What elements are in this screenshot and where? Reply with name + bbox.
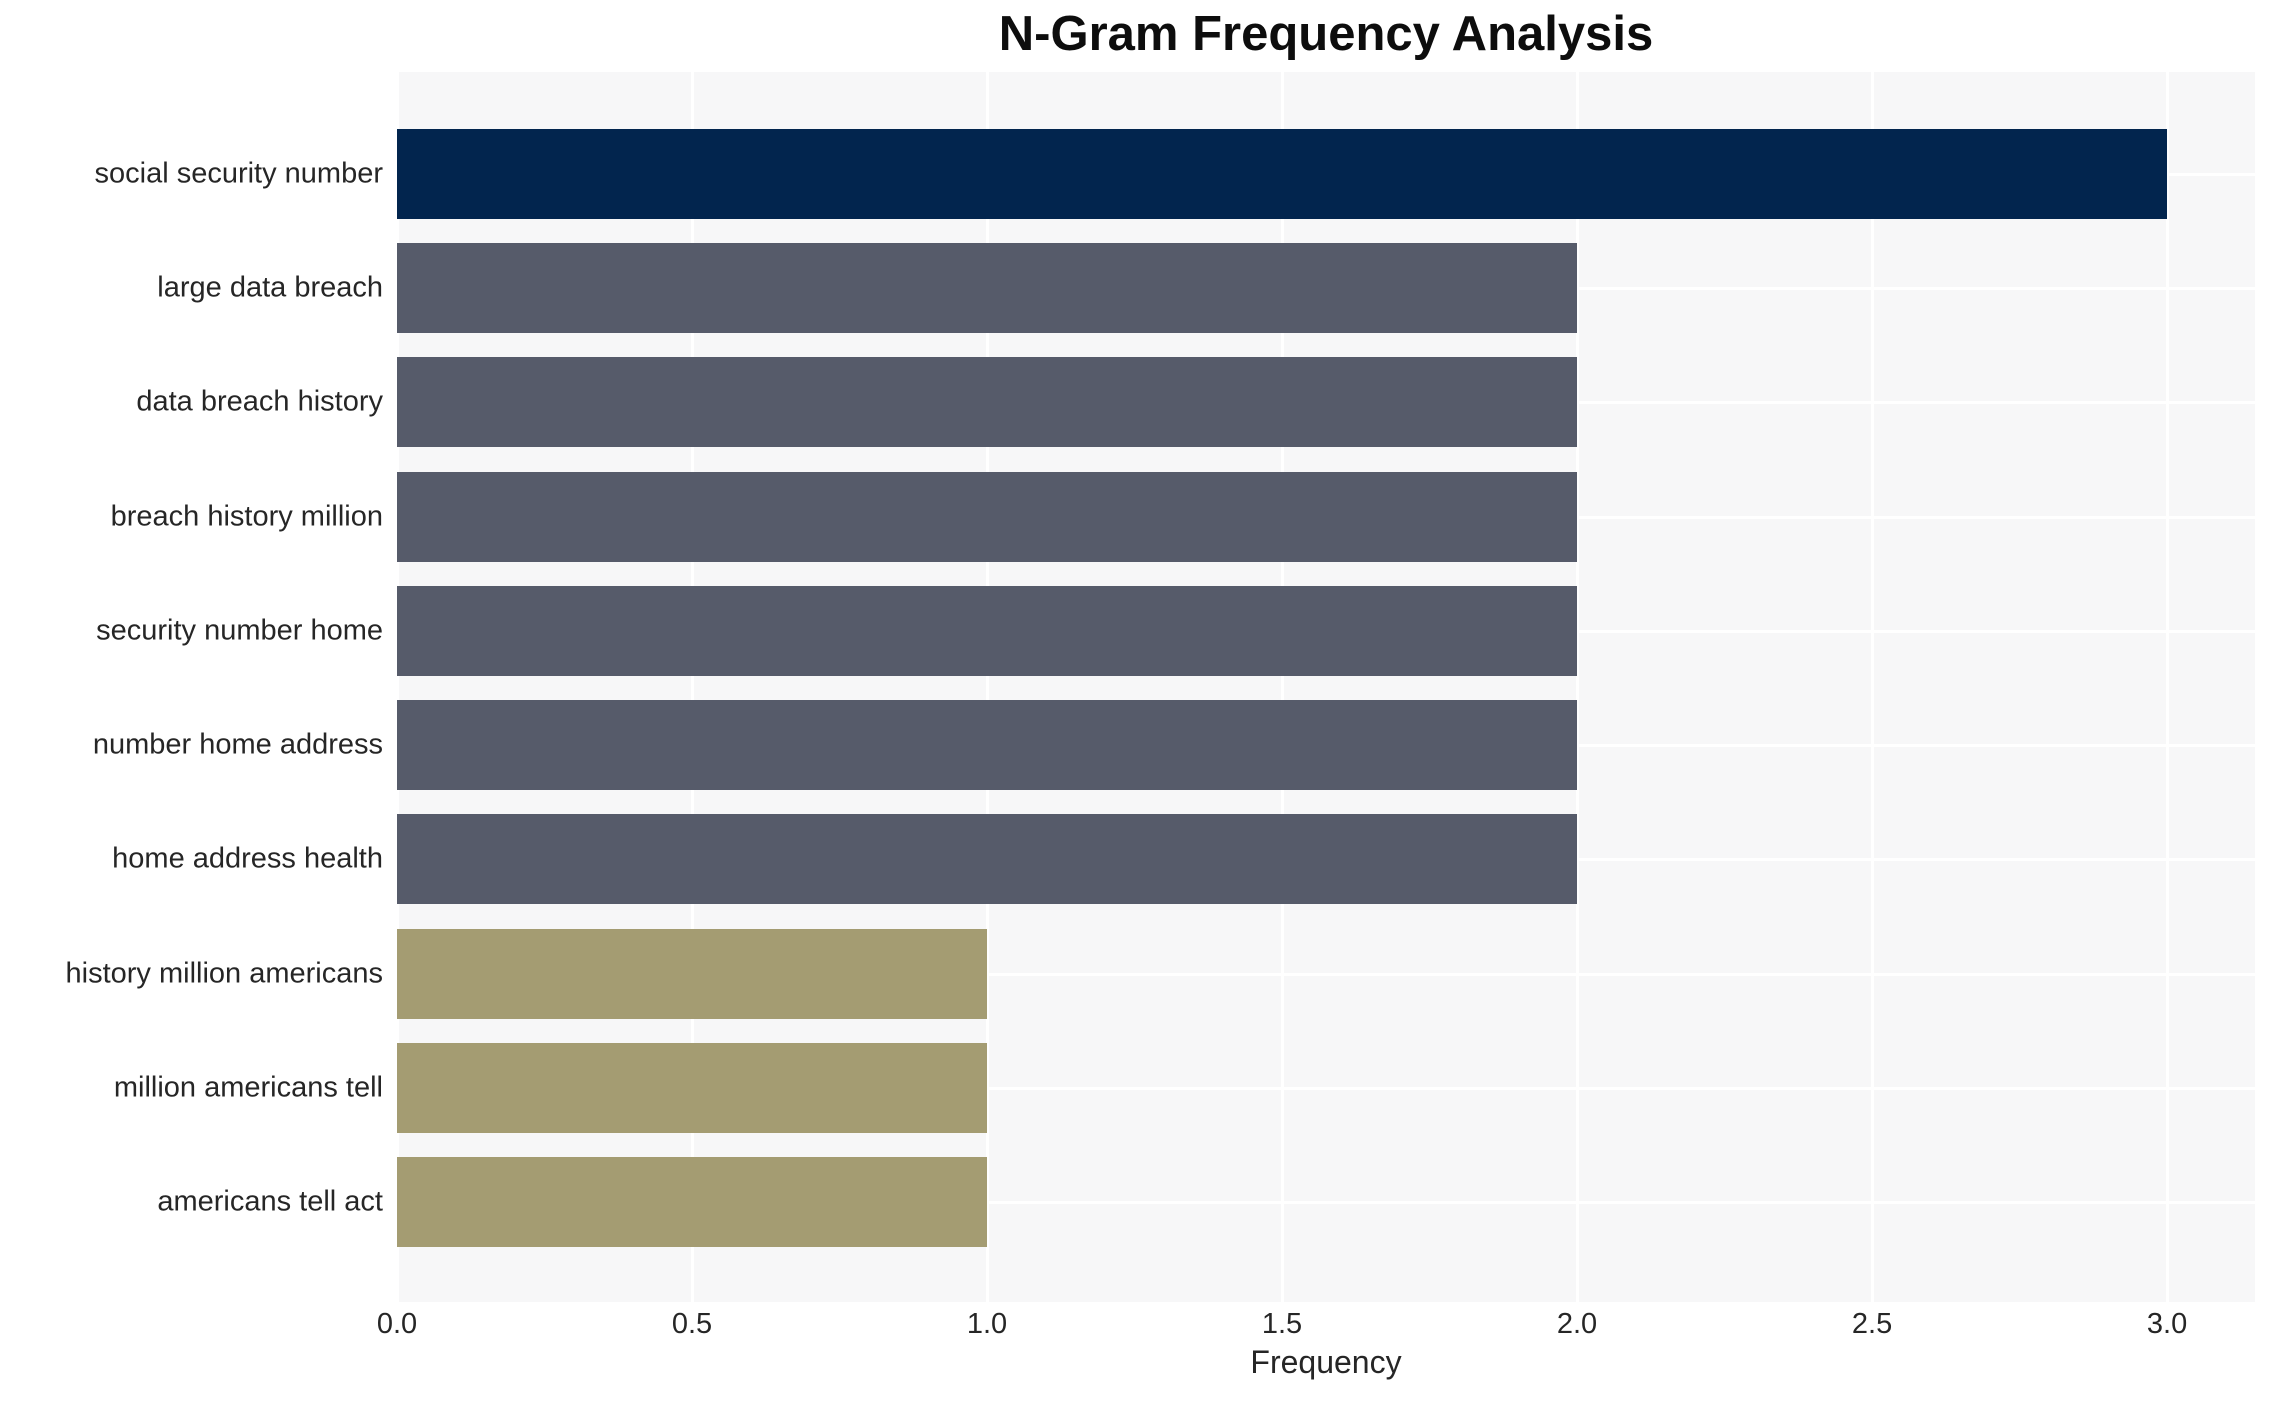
horizontal-gridline	[397, 1086, 2255, 1090]
x-axis-title: Frequency	[1250, 1344, 1402, 1380]
y-tick-label: number home address	[92, 728, 383, 761]
bar-number-home-address	[397, 700, 1578, 791]
x-axis-ticks: 0.0 0.5 1.0 1.5 2.0 2.5 3.0	[0, 1308, 2274, 1344]
x-tick-label: 2.5	[1851, 1308, 1893, 1340]
vertical-gridline	[1281, 72, 1285, 1302]
x-tick-label: 0.5	[671, 1308, 713, 1340]
bar-security-number-home	[397, 585, 1578, 676]
bar-breach-history-million	[397, 471, 1578, 562]
vertical-gridline	[986, 72, 990, 1302]
vertical-gridline	[396, 72, 399, 1302]
y-tick-label: large data breach	[157, 271, 383, 304]
bar-million-americans-tell	[397, 1042, 988, 1133]
x-tick-label: 1.0	[966, 1308, 1008, 1340]
y-tick-label: million americans tell	[113, 1071, 383, 1104]
vertical-gridline	[1871, 72, 1875, 1302]
y-tick-label: breach history million	[110, 500, 383, 533]
bar-large-data-breach	[397, 243, 1578, 334]
vertical-gridline	[1576, 72, 1580, 1302]
plot-area	[396, 72, 2255, 1302]
y-tick-label: data breach history	[136, 385, 383, 418]
y-tick-label: security number home	[96, 614, 383, 647]
vertical-gridline	[691, 72, 694, 1302]
bar-history-million-americans	[397, 928, 988, 1019]
x-tick-label: 3.0	[2146, 1308, 2188, 1340]
vertical-gridline	[2166, 72, 2170, 1302]
horizontal-gridline	[397, 1200, 2255, 1204]
bar-social-security-number	[397, 129, 2168, 219]
y-axis-labels: social security number large data breach d…	[0, 72, 384, 1302]
bar-americans-tell-act	[397, 1156, 988, 1247]
bar-data-breach-history	[397, 357, 1578, 448]
y-tick-label: home address health	[112, 842, 383, 875]
x-tick-label: 2.0	[1556, 1308, 1598, 1340]
chart-title: N-Gram Frequency Analysis	[998, 7, 1654, 61]
x-tick-label: 0.0	[376, 1308, 418, 1340]
y-tick-label: history million americans	[65, 957, 384, 990]
y-tick-label: social security number	[94, 157, 384, 190]
y-tick-label: americans tell act	[157, 1185, 383, 1218]
x-tick-label: 1.5	[1261, 1308, 1303, 1340]
horizontal-gridline	[397, 972, 2255, 976]
bar-home-address-health	[397, 814, 1578, 905]
